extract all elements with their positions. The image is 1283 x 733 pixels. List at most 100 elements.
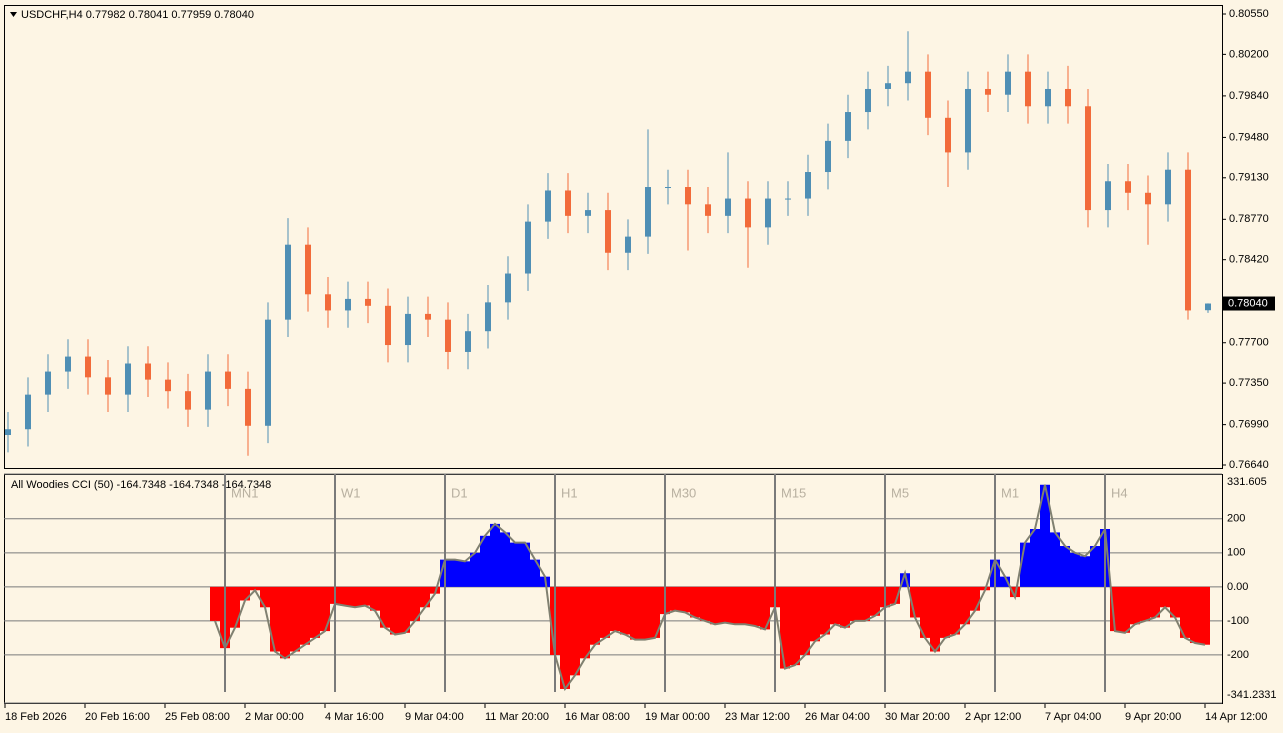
- cci-bar: [1120, 586, 1130, 633]
- cci-bar: [1000, 576, 1010, 587]
- cci-bar: [1030, 529, 1040, 587]
- candle-body: [1125, 181, 1131, 193]
- timeframe-label: M30: [671, 485, 696, 500]
- current-price-box: [1223, 296, 1275, 311]
- candle-body: [405, 313, 411, 346]
- cci-bar: [460, 561, 470, 587]
- candle-body: [545, 190, 551, 222]
- candle-body: [885, 83, 891, 89]
- cci-bar: [1180, 586, 1190, 638]
- candle-body: [425, 313, 431, 320]
- y-tick-label: -341.2331: [1227, 689, 1277, 701]
- cci-bar: [280, 586, 290, 659]
- candle-body: [385, 305, 391, 346]
- candle-body: [505, 273, 511, 303]
- cci-bar: [720, 586, 730, 623]
- candle-body: [125, 363, 131, 395]
- candle-body: [345, 298, 351, 311]
- x-tick-label: 14 Apr 12:00: [1205, 711, 1267, 723]
- candle-body: [845, 112, 851, 141]
- candle-body: [365, 298, 371, 306]
- cci-bar: [690, 586, 700, 618]
- candle-body: [585, 210, 591, 216]
- candle-body: [985, 88, 991, 95]
- cci-bar: [480, 535, 490, 587]
- y-tick-label: 0.78770: [1229, 213, 1269, 225]
- cci-bar: [800, 586, 810, 655]
- cci-bar: [240, 586, 250, 601]
- y-tick-label: 0.80200: [1229, 48, 1269, 60]
- candle-body: [485, 302, 491, 332]
- x-tick-label: 30 Mar 20:00: [885, 711, 950, 723]
- cci-bar: [1110, 586, 1120, 632]
- cci-bar: [1070, 552, 1080, 587]
- cci-bar: [930, 586, 940, 652]
- timeframe-label: MN1: [231, 485, 258, 500]
- cci-bar: [360, 586, 370, 606]
- cci-bar: [210, 586, 220, 621]
- candle-body: [1005, 71, 1011, 95]
- candle-body: [65, 356, 71, 372]
- candle-body: [665, 187, 671, 189]
- x-tick-label: 9 Apr 20:00: [1125, 711, 1181, 723]
- cci-bar: [610, 586, 620, 632]
- x-tick-label: 7 Apr 04:00: [1045, 711, 1101, 723]
- y-tick-label: 0.76640: [1229, 459, 1269, 471]
- cci-bar: [350, 586, 360, 608]
- candle-body: [785, 198, 791, 200]
- candle-body: [625, 236, 631, 253]
- candle-body: [1185, 169, 1191, 311]
- candle-body: [1145, 192, 1151, 205]
- timeframe-label: H4: [1111, 485, 1128, 500]
- timeframe-label: H1: [561, 485, 578, 500]
- cci-bar: [900, 573, 910, 587]
- cci-bar: [510, 542, 520, 587]
- candle-body: [5, 429, 11, 436]
- candle-body: [145, 363, 151, 380]
- cci-bar: [970, 586, 980, 611]
- candle-body: [605, 210, 611, 253]
- cci-bar: [1040, 484, 1050, 587]
- cci-bar: [920, 586, 930, 638]
- candle-body: [225, 371, 231, 389]
- candle-body: [805, 172, 811, 199]
- cci-bar: [790, 586, 800, 666]
- cci-bar: [960, 586, 970, 625]
- y-tick-label: 0.79130: [1229, 172, 1269, 184]
- timeframe-label: M15: [781, 485, 806, 500]
- candle-body: [245, 388, 251, 426]
- cci-bar: [490, 523, 500, 587]
- x-tick-label: 11 Mar 20:00: [485, 711, 549, 723]
- cci-bar: [1020, 542, 1030, 587]
- cci-bar: [890, 586, 900, 604]
- y-tick-label: 0.00: [1227, 581, 1248, 593]
- cci-bar: [400, 586, 410, 633]
- candle-body: [1205, 303, 1211, 311]
- y-tick-label: 0.77700: [1229, 337, 1269, 349]
- candle-body: [205, 371, 211, 410]
- cci-bar: [1140, 586, 1150, 621]
- candle-body: [1085, 106, 1091, 211]
- y-tick-label: 0.79840: [1229, 90, 1269, 102]
- cci-bar: [600, 586, 610, 638]
- timeframe-label: D1: [451, 485, 468, 500]
- x-tick-label: 4 Mar 16:00: [325, 711, 384, 723]
- cci-bar: [1160, 586, 1170, 608]
- cci-bar: [950, 586, 960, 635]
- cci-bar: [730, 586, 740, 625]
- cci-bar: [780, 586, 790, 669]
- candle-body: [965, 88, 971, 153]
- candle-body: [905, 71, 911, 84]
- cci-bar: [530, 559, 540, 587]
- candle-body: [325, 294, 331, 311]
- cci-bar: [760, 586, 770, 630]
- candle-body: [565, 190, 571, 216]
- timeframe-label: M5: [891, 485, 909, 500]
- candle-body: [1165, 169, 1171, 205]
- cci-bar: [380, 586, 390, 628]
- y-tick-label: 331.605: [1227, 476, 1267, 488]
- collapse-arrow[interactable]: [10, 12, 17, 17]
- cci-bar: [820, 586, 830, 635]
- cci-bar: [1080, 556, 1090, 587]
- cci-bar: [270, 586, 280, 652]
